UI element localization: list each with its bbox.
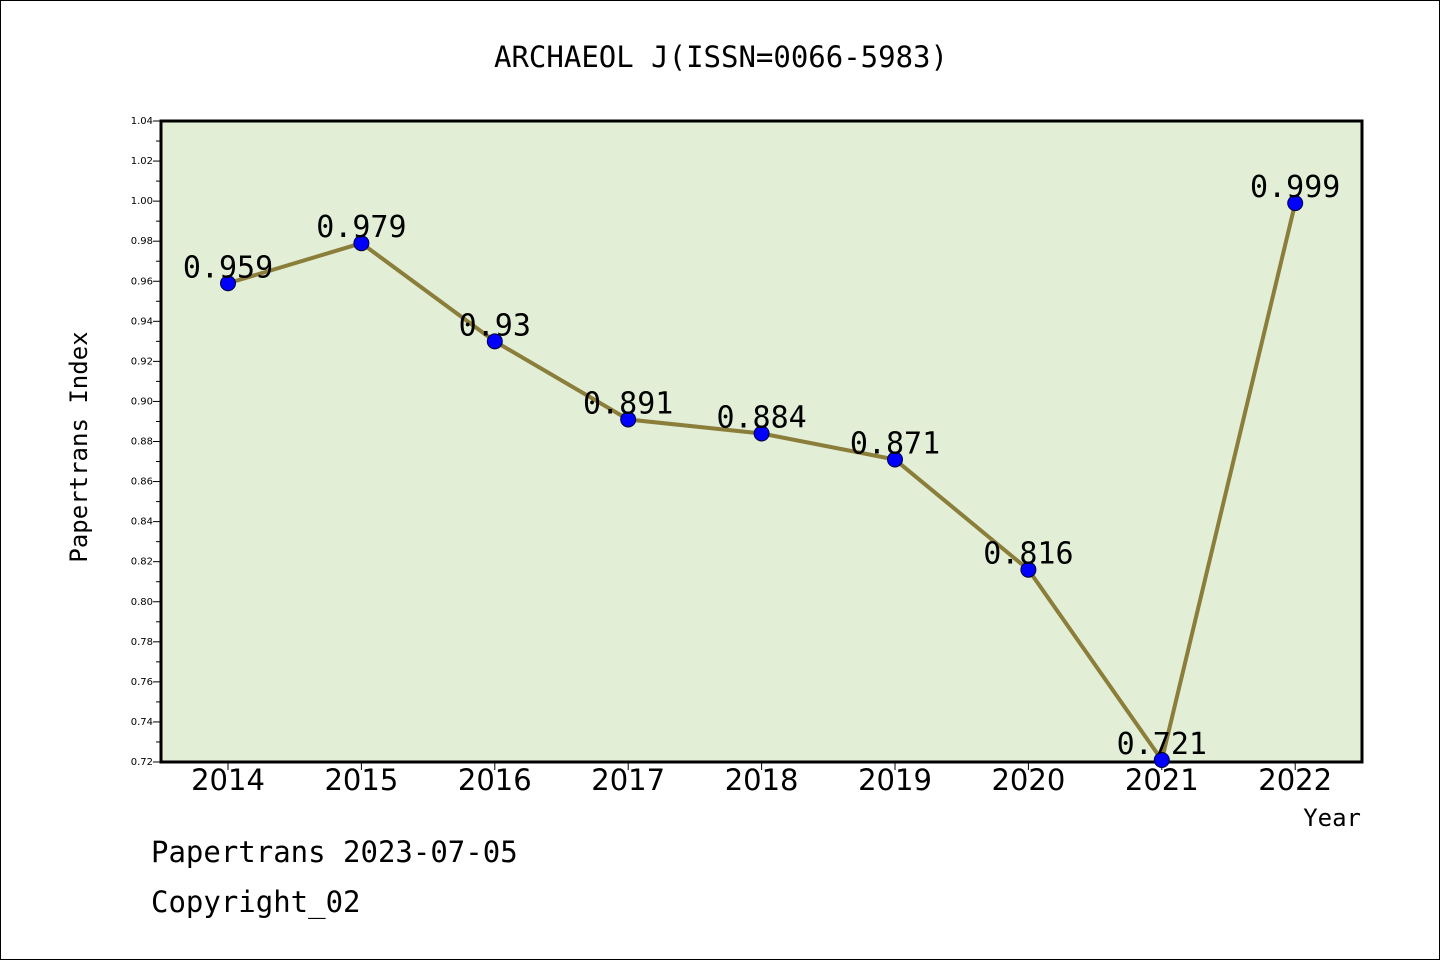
x-tick-label: 2014	[191, 763, 265, 797]
data-point	[486, 333, 503, 350]
data-label: 0.721	[1117, 727, 1207, 762]
y-tick-label: 0.90	[131, 396, 153, 407]
data-point	[220, 275, 236, 292]
x-tick-label: 2019	[858, 763, 932, 797]
y-tick-label: 0.92	[131, 356, 153, 367]
y-tick-label: 0.84	[131, 517, 153, 528]
y-axis: 0.72 0.74 0.76 0.78 0.80 0.82 0.84 0.86 0.88 0.90…	[131, 116, 161, 768]
y-tick-label: 0.74	[131, 717, 153, 728]
data-label: 0.871	[850, 427, 940, 462]
y-tick-label: 0.76	[131, 677, 153, 688]
data-label: 0.816	[983, 537, 1073, 572]
data-label: 0.999	[1250, 170, 1340, 205]
series-papertrans-index: 0.959 0.979 0.93 0.891 0.884 0.871 0.816 0.721 0…	[183, 170, 1340, 768]
y-tick-label: 0.78	[131, 637, 153, 648]
data-point	[753, 425, 770, 442]
plot-area	[159, 119, 1364, 764]
data-point	[620, 411, 637, 428]
data-point	[1153, 751, 1170, 768]
y-tick-label: 1.00	[131, 196, 153, 207]
x-tick-label: 2020	[991, 763, 1065, 797]
y-axis-label: Papertrans Index	[65, 331, 93, 562]
x-tick-label: 2022	[1258, 763, 1332, 797]
x-tick-label: 2021	[1125, 763, 1199, 797]
x-tick-label: 2016	[458, 763, 532, 797]
y-tick-label: 0.96	[131, 276, 153, 287]
y-tick-label: 1.04	[131, 116, 153, 127]
footer-copyright: Copyright_02	[151, 885, 361, 919]
x-tick-label: 2018	[725, 763, 799, 797]
footer-date: Papertrans 2023-07-05	[151, 835, 518, 869]
data-label: 0.891	[583, 386, 673, 421]
data-point	[1287, 195, 1304, 212]
y-tick-label: 0.94	[131, 316, 153, 327]
y-tick-label: 0.98	[131, 236, 153, 247]
y-tick-label: 0.72	[131, 757, 153, 768]
data-label: 0.93	[459, 308, 531, 343]
data-point	[353, 235, 370, 252]
x-axis: 2014 2015 2016 2017 2018 2019 2020 2021 2022	[191, 762, 1332, 797]
y-tick-label: 0.88	[131, 437, 153, 448]
y-tick-label: 0.82	[131, 557, 153, 568]
x-tick-label: 2017	[591, 763, 665, 797]
y-tick-label: 0.80	[131, 597, 153, 608]
y-tick-label: 0.86	[131, 477, 153, 488]
y-tick-label: 1.02	[131, 156, 153, 167]
data-point	[887, 451, 903, 468]
data-label: 0.884	[716, 400, 806, 435]
x-axis-label: Year	[1303, 804, 1361, 832]
data-label: 0.959	[183, 250, 273, 285]
chart-title: ARCHAEOL J(ISSN=0066-5983)	[494, 40, 948, 74]
data-point	[1020, 561, 1037, 578]
data-label: 0.979	[316, 210, 406, 245]
x-tick-label: 2015	[324, 763, 398, 797]
